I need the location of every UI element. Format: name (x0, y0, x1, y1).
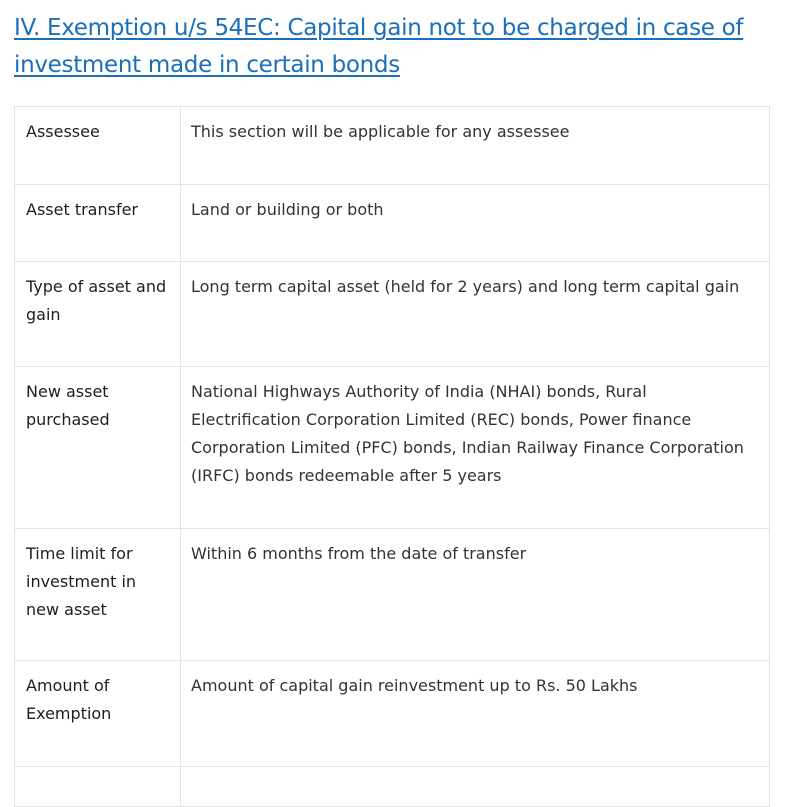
row-label-amount-of-exemption: Amount of Exemption (14, 660, 181, 767)
row-value-next (180, 766, 770, 807)
table-row (14, 766, 770, 807)
section-heading-link[interactable]: IV. Exemption u/s 54EC: Capital gain not… (14, 15, 744, 78)
row-label-assessee: Assessee (14, 106, 181, 185)
row-value-amount-of-exemption: Amount of capital gain reinvestment up t… (180, 660, 770, 767)
table-row: Amount of Exemption Amount of capital ga… (14, 660, 770, 767)
table-row: Time limit for investment in new asset W… (14, 528, 770, 661)
table-row: Assessee This section will be applicable… (14, 106, 770, 185)
row-label-time-limit: Time limit for investment in new asset (14, 528, 181, 661)
table-row: Type of asset and gain Long term capital… (14, 261, 770, 367)
row-label-asset-transfer: Asset transfer (14, 184, 181, 262)
table-row: New asset purchased National Highways Au… (14, 366, 770, 529)
row-value-time-limit: Within 6 months from the date of transfe… (180, 528, 770, 661)
row-label-type-of-asset: Type of asset and gain (14, 261, 181, 367)
row-value-new-asset: National Highways Authority of India (NH… (180, 366, 770, 529)
row-value-assessee: This section will be applicable for any … (180, 106, 770, 185)
row-label-new-asset: New asset purchased (14, 366, 181, 529)
row-value-asset-transfer: Land or building or both (180, 184, 770, 262)
row-label-next (14, 766, 181, 807)
table-row: Asset transfer Land or building or both (14, 184, 770, 262)
row-value-type-of-asset: Long term capital asset (held for 2 year… (180, 261, 770, 367)
section-heading: IV. Exemption u/s 54EC: Capital gain not… (14, 10, 774, 84)
exemption-table: Assessee This section will be applicable… (14, 106, 770, 807)
